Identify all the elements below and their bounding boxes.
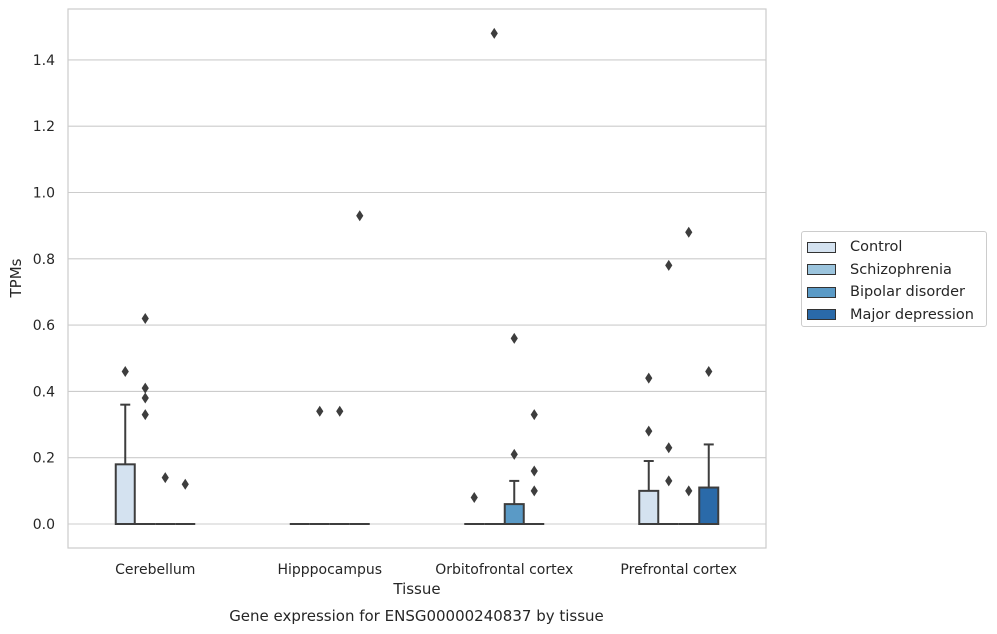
box-body [114,463,136,525]
box [135,312,156,525]
outlier-point [316,405,324,417]
legend-swatch [807,264,836,276]
y-tick-label: 0.2 [33,451,55,467]
x-axis-ticks: Cerebellum Hipppocampus Orbitofrontal cort… [115,562,737,578]
box [638,372,660,526]
box [349,210,370,525]
y-tick-label: 1.4 [33,53,55,69]
x-tick-label: Cerebellum [115,562,195,578]
legend-swatch [807,309,836,321]
box [503,332,525,525]
outlier-point [685,226,693,238]
box [309,405,330,525]
legend-item: Bipolar disorder [807,281,986,304]
outlier-point [141,382,149,394]
box [329,405,350,525]
y-axis-title: TPMs [7,258,25,298]
box-body [698,486,720,526]
boxes [114,27,720,526]
outlier-point [530,485,538,497]
box [464,491,485,525]
outlier-point [685,485,693,497]
legend-label: Bipolar disorder [850,284,965,301]
box [678,226,699,525]
outlier-point [645,372,653,384]
outlier-point [490,27,498,39]
chart-caption: Gene expression for ENSG00000240837 by t… [229,607,604,625]
outlier-point [510,448,518,460]
legend-label: Major depression [850,306,974,323]
box [114,366,136,525]
box [698,366,720,526]
box [658,259,679,525]
outlier-point [705,366,713,378]
box-body [638,489,660,526]
x-tick-label: Prefrontal cortex [620,562,737,578]
outlier-point [181,478,189,490]
outlier-point [141,312,149,324]
outlier-point [645,425,653,437]
box [484,27,505,525]
legend-label: Schizophrenia [850,261,952,278]
outlier-point [161,472,169,484]
legend-swatch [807,286,836,298]
legend-item: Control [807,236,986,259]
outlier-point [141,392,149,404]
x-tick-label: Orbitofrontal cortex [435,562,573,578]
y-tick-label: 0.8 [33,252,55,268]
legend-item: Schizophrenia [807,259,986,282]
box-body [503,503,525,525]
outlier-point [530,409,538,421]
plot-area [67,8,767,549]
outlier-point [665,259,673,271]
outlier-point [470,491,478,503]
y-tick-label: 0.4 [33,384,55,400]
box [155,472,176,525]
outlier-point [510,332,518,344]
outlier-point [665,442,673,454]
y-tick-label: 0.0 [33,517,55,533]
x-tick-label: Hipppocampus [277,562,382,578]
x-axis-title: Tissue [392,580,440,598]
y-tick-label: 1.2 [33,119,55,135]
outlier-point [141,409,149,421]
outlier-point [336,405,344,417]
legend-item: Major depression [807,304,986,327]
outlier-point [665,475,673,487]
y-axis-ticks: 0.0 0.2 0.4 0.6 0.8 1.0 1.2 1.4 [33,53,55,533]
y-tick-label: 0.6 [33,318,55,334]
outlier-point [530,465,538,477]
legend: Control Schizophrenia Bipolar disorder Majo… [801,231,987,327]
box [524,409,545,525]
box [175,478,196,525]
gridlines [68,59,766,525]
legend-swatch [807,241,836,253]
outlier-point [356,210,364,222]
y-tick-label: 1.0 [33,186,55,202]
outlier-point [121,366,129,378]
legend-label: Control [850,239,903,256]
